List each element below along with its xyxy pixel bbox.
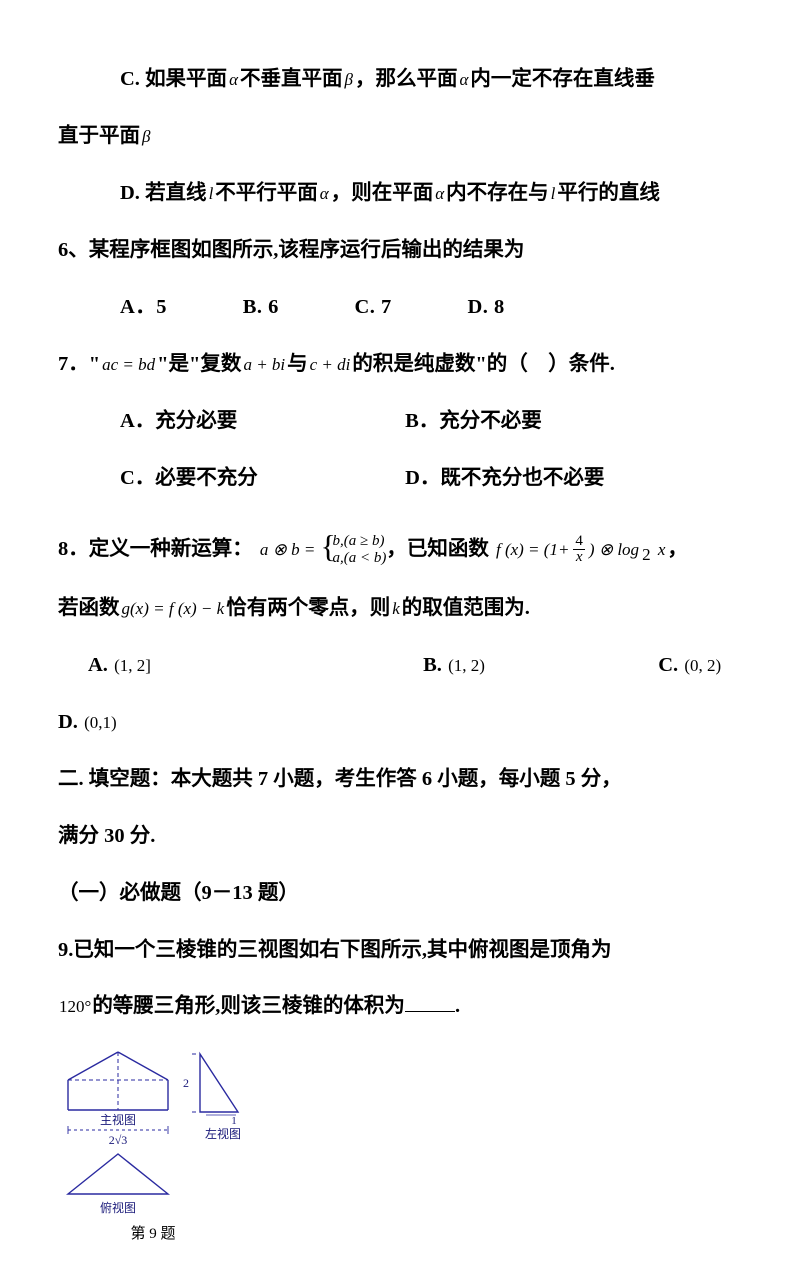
q6-stem: 6、某程序框图如图所示,该程序运行后输出的结果为 — [58, 231, 742, 270]
q8-a-label: A. — [88, 654, 108, 676]
three-view-svg: 主视图 2 1左视图 2√3 俯视图 — [58, 1044, 278, 1214]
svg-text:左视图: 左视图 — [205, 1126, 241, 1141]
q9-line1: 9.已知一个三棱锥的三视图如右下图所示,其中俯视图是顶角为 — [58, 931, 742, 970]
answer-blank — [405, 993, 455, 1012]
page: C. 如果平面α不垂直平面β，那么平面α内一定不存在直线垂 直于平面β D. 若… — [0, 0, 800, 1283]
q8-b-label: B. — [423, 654, 442, 676]
svg-text:1: 1 — [231, 1115, 237, 1127]
fraction: 4x — [573, 534, 585, 565]
option-label: D. — [120, 182, 140, 204]
q8-d-label: D. — [58, 711, 78, 733]
piecewise-brace: b,(a ≥ b) a,(a < b) — [322, 533, 386, 567]
q7-a: A．充分必要 — [120, 402, 400, 441]
svg-text:主视图: 主视图 — [100, 1112, 136, 1127]
q7-d: D．既不充分也不必要 — [405, 467, 604, 489]
q5-option-d: D. 若直线l不平行平面α，则在平面α内不存在与l平行的直线 — [58, 174, 742, 213]
q5-option-c-line2: 直于平面β — [58, 117, 742, 156]
section-sub: （一）必做题（9－13 题） — [58, 874, 742, 913]
option-label: C. — [120, 68, 140, 90]
q8-options-row1: A. (1, 2] B. (1, 2) C. (0, 2) — [58, 646, 742, 685]
q9-line2: 120°的等腰三角形,则该三棱锥的体积为. — [58, 987, 742, 1026]
svg-text:2: 2 — [183, 1076, 189, 1090]
section-title-line2: 满分 30 分. — [58, 817, 742, 856]
q7-b: B．充分不必要 — [405, 410, 542, 432]
q8-c-label: C. — [658, 654, 678, 676]
section-title-line1: 二. 填空题：本大题共 7 小题，考生作答 6 小题，每小题 5 分， — [58, 760, 742, 799]
q9-caption: 第 9 题 — [58, 1222, 248, 1243]
svg-text:俯视图: 俯视图 — [100, 1200, 136, 1214]
q6-d: D. 8 — [467, 296, 504, 318]
q8-stem-line1: 8．定义一种新运算： a ⊗ b = b,(a ≥ b) a,(a < b) ，… — [58, 530, 742, 571]
q7-options-row2: C．必要不充分 D．既不充分也不必要 — [58, 459, 742, 498]
q6-b: B. 6 — [243, 296, 279, 318]
q7-c: C．必要不充分 — [120, 459, 400, 498]
q8-stem-line2: 若函数g(x) = f (x) − k恰有两个零点，则k的取值范围为. — [58, 589, 742, 628]
q6-a: A．5 — [120, 296, 167, 318]
q6-c: C. 7 — [355, 296, 392, 318]
q7-options-row1: A．充分必要 B．充分不必要 — [58, 402, 742, 441]
q6-options: A．5 B. 6 C. 7 D. 8 — [58, 288, 742, 327]
q9-diagram: 主视图 2 1左视图 2√3 俯视图 第 9 题 — [58, 1044, 742, 1243]
q8-options-row2: D. (0,1) — [58, 703, 742, 742]
q5-option-c-line1: C. 如果平面α不垂直平面β，那么平面α内一定不存在直线垂 — [58, 60, 742, 99]
svg-text:2√3: 2√3 — [109, 1133, 128, 1147]
q7-stem: 7．"ac = bd"是"复数a + bi与c + di的积是纯虚数"的（ ）条… — [58, 345, 742, 384]
